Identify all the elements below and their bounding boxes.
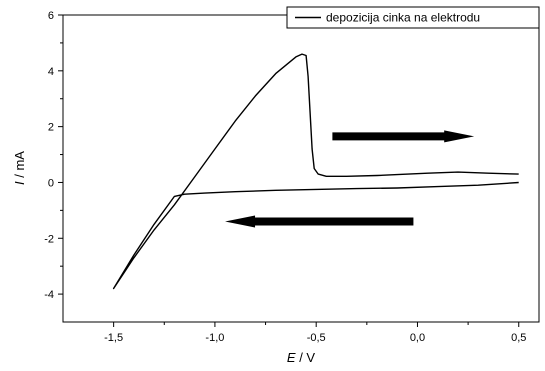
x-tick-label: -0,5 bbox=[307, 332, 326, 344]
x-axis-title-symbol: E bbox=[287, 350, 296, 365]
y-tick-label: 0 bbox=[48, 177, 54, 189]
direction-arrows bbox=[225, 130, 475, 228]
y-tick-label: 6 bbox=[48, 10, 54, 22]
x-tick-label: -1,0 bbox=[205, 332, 224, 344]
plot-frame bbox=[62, 14, 540, 323]
series-group bbox=[112, 53, 519, 290]
y-tick-label: 4 bbox=[48, 66, 54, 78]
x-axis-ticks: -1,5 -1,0 -0,5 0,0 0,5 bbox=[104, 322, 526, 344]
y-tick-label: 2 bbox=[48, 122, 54, 134]
x-axis-title-unit: / V bbox=[296, 350, 316, 365]
x-tick-label: 0,5 bbox=[511, 332, 526, 344]
x-axis-title: E / V bbox=[287, 350, 316, 365]
legend-label: depozicija cinka na elektrodu bbox=[326, 11, 480, 25]
y-axis-title-symbol: I bbox=[12, 181, 27, 185]
legend-box bbox=[286, 6, 540, 29]
legend: depozicija cinka na elektrodu bbox=[286, 6, 540, 29]
y-tick-label: -2 bbox=[44, 233, 54, 245]
series-line bbox=[112, 53, 519, 290]
x-tick-label: -1,5 bbox=[104, 332, 123, 344]
y-tick-label: -4 bbox=[44, 289, 54, 301]
direction-arrow bbox=[225, 215, 414, 228]
y-axis-title: I / mA bbox=[12, 151, 27, 185]
x-tick-label: 0,0 bbox=[410, 332, 425, 344]
direction-arrow bbox=[332, 130, 475, 143]
y-axis-title-unit: / mA bbox=[12, 151, 27, 182]
y-axis-ticks: -4 -2 0 2 4 6 bbox=[44, 10, 63, 301]
